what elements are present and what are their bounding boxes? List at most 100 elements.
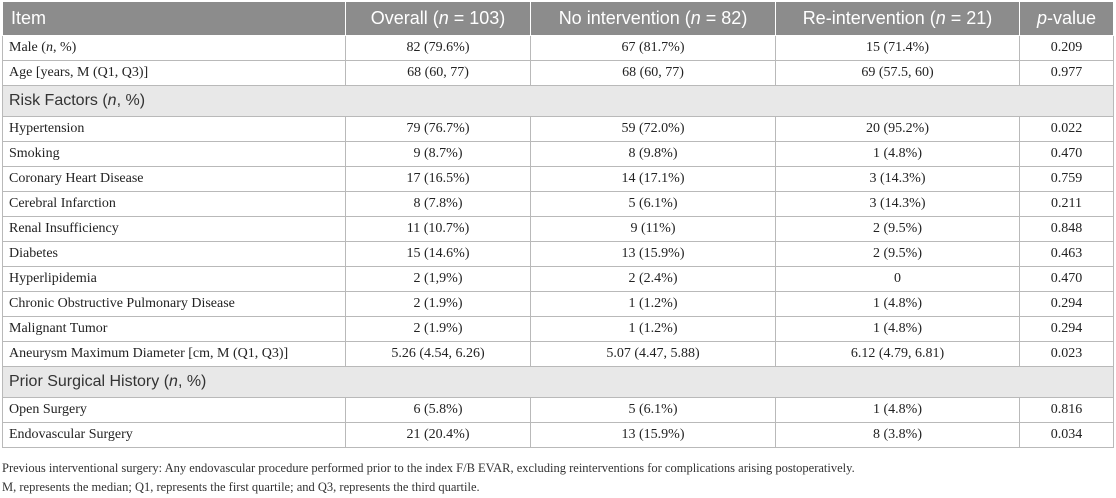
cell-p-value: 0.977: [1019, 60, 1114, 86]
cell-item: Hypertension: [2, 116, 346, 142]
cell-item: Malignant Tumor: [2, 316, 346, 342]
cell-overall: 11 (10.7%): [345, 216, 531, 242]
cell-overall: 68 (60, 77): [345, 60, 531, 86]
cell-item: Coronary Heart Disease: [2, 166, 346, 192]
cell-overall: 5.26 (4.54, 6.26): [345, 341, 531, 367]
cell-p-value: 0.816: [1019, 397, 1114, 423]
cell-p-value: 0.211: [1019, 191, 1114, 217]
table-row: Malignant Tumor 2 (1.9%) 1 (1.2%) 1 (4.8%) 0…: [2, 316, 1114, 342]
cell-re-intervention: 1 (4.8%): [775, 291, 1020, 317]
cell-no-intervention: 1 (1.2%): [530, 291, 776, 317]
cell-overall: 2 (1.9%): [345, 291, 531, 317]
cell-p-value: 0.034: [1019, 422, 1114, 448]
table-row: Smoking 9 (8.7%) 8 (9.8%) 1 (4.8%) 0.470: [2, 141, 1114, 167]
cell-item: Endovascular Surgery: [2, 422, 346, 448]
cell-p-value: 0.023: [1019, 341, 1114, 367]
cell-p-value: 0.294: [1019, 316, 1114, 342]
cell-no-intervention: 8 (9.8%): [530, 141, 776, 167]
table-footnotes: Previous interventional surgery: Any end…: [2, 459, 855, 497]
cell-no-intervention: 14 (17.1%): [530, 166, 776, 192]
section-header-row: Prior Surgical History (n, %): [2, 366, 1114, 398]
header-re-intervention: Re-intervention (n = 21): [775, 1, 1020, 36]
cell-overall: 21 (20.4%): [345, 422, 531, 448]
section-header-row: Risk Factors (n, %): [2, 85, 1114, 117]
cell-item: Diabetes: [2, 241, 346, 267]
cell-no-intervention: 1 (1.2%): [530, 316, 776, 342]
cell-item: Cerebral Infarction: [2, 191, 346, 217]
table-row: Renal Insufficiency 11 (10.7%) 9 (11%) 2 (9…: [2, 216, 1114, 242]
table-row: Aneurysm Maximum Diameter [cm, M (Q1, Q3…: [2, 341, 1114, 367]
cell-item: Renal Insufficiency: [2, 216, 346, 242]
cell-overall: 9 (8.7%): [345, 141, 531, 167]
section-label: Risk Factors (n, %): [2, 85, 1114, 117]
footnote: M, represents the median; Q1, represents…: [2, 480, 480, 494]
cell-item: Open Surgery: [2, 397, 346, 423]
cell-no-intervention: 13 (15.9%): [530, 241, 776, 267]
cell-p-value: 0.463: [1019, 241, 1114, 267]
cell-re-intervention: 3 (14.3%): [775, 191, 1020, 217]
section-label: Prior Surgical History (n, %): [2, 366, 1114, 398]
table-row: Chronic Obstructive Pulmonary Disease 2 (…: [2, 291, 1114, 317]
header-overall: Overall (n = 103): [345, 1, 531, 36]
cell-p-value: 0.759: [1019, 166, 1114, 192]
cell-re-intervention: 1 (4.8%): [775, 316, 1020, 342]
cell-re-intervention: 1 (4.8%): [775, 397, 1020, 423]
cell-overall: 82 (79.6%): [345, 35, 531, 61]
cell-re-intervention: 2 (9.5%): [775, 241, 1020, 267]
cell-re-intervention: 3 (14.3%): [775, 166, 1020, 192]
cell-no-intervention: 5.07 (4.47, 5.88): [530, 341, 776, 367]
cell-item: Age [years, M (Q1, Q3)]: [2, 60, 346, 86]
cell-re-intervention: 1 (4.8%): [775, 141, 1020, 167]
cell-no-intervention: 5 (6.1%): [530, 397, 776, 423]
cell-re-intervention: 20 (95.2%): [775, 116, 1020, 142]
cell-overall: 8 (7.8%): [345, 191, 531, 217]
header-item: Item: [2, 1, 346, 36]
header-row: Item Overall (n = 103) No intervention (…: [2, 1, 1114, 36]
table-row: Hyperlipidemia 2 (1,9%) 2 (2.4%) 0 0.470: [2, 266, 1114, 292]
cell-no-intervention: 13 (15.9%): [530, 422, 776, 448]
cell-no-intervention: 5 (6.1%): [530, 191, 776, 217]
table-row: Diabetes 15 (14.6%) 13 (15.9%) 2 (9.5%) 0.46…: [2, 241, 1114, 267]
table-header: Item Overall (n = 103) No intervention (…: [2, 1, 1114, 36]
cell-p-value: 0.848: [1019, 216, 1114, 242]
table-row: Male (n, %) 82 (79.6%) 67 (81.7%) 15 (71.4%…: [2, 35, 1114, 61]
table-row: Coronary Heart Disease 17 (16.5%) 14 (17.1…: [2, 166, 1114, 192]
cell-p-value: 0.294: [1019, 291, 1114, 317]
header-no-intervention: No intervention (n = 82): [530, 1, 776, 36]
cell-overall: 79 (76.7%): [345, 116, 531, 142]
cell-overall: 2 (1.9%): [345, 316, 531, 342]
cell-re-intervention: 2 (9.5%): [775, 216, 1020, 242]
table-row: Open Surgery 6 (5.8%) 5 (6.1%) 1 (4.8%) 0.81…: [2, 397, 1114, 423]
cell-no-intervention: 59 (72.0%): [530, 116, 776, 142]
header-p-value: p-value: [1019, 1, 1114, 36]
cell-p-value: 0.209: [1019, 35, 1114, 61]
cell-re-intervention: 8 (3.8%): [775, 422, 1020, 448]
data-table: Item Overall (n = 103) No intervention (…: [2, 1, 1114, 448]
cell-item: Male (n, %): [2, 35, 346, 61]
footnote: Previous interventional surgery: Any end…: [2, 461, 855, 475]
table-container: Item Overall (n = 103) No intervention (…: [2, 1, 1114, 448]
cell-item: Hyperlipidemia: [2, 266, 346, 292]
cell-p-value: 0.470: [1019, 266, 1114, 292]
cell-re-intervention: 0: [775, 266, 1020, 292]
cell-p-value: 0.022: [1019, 116, 1114, 142]
table-row: Hypertension 79 (76.7%) 59 (72.0%) 20 (95.2…: [2, 116, 1114, 142]
cell-no-intervention: 9 (11%): [530, 216, 776, 242]
cell-no-intervention: 2 (2.4%): [530, 266, 776, 292]
cell-no-intervention: 67 (81.7%): [530, 35, 776, 61]
cell-overall: 15 (14.6%): [345, 241, 531, 267]
cell-item: Aneurysm Maximum Diameter [cm, M (Q1, Q3…: [2, 341, 346, 367]
cell-overall: 2 (1,9%): [345, 266, 531, 292]
table-row: Age [years, M (Q1, Q3)] 68 (60, 77) 68 (60…: [2, 60, 1114, 86]
cell-overall: 6 (5.8%): [345, 397, 531, 423]
cell-overall: 17 (16.5%): [345, 166, 531, 192]
cell-item: Smoking: [2, 141, 346, 167]
cell-re-intervention: 6.12 (4.79, 6.81): [775, 341, 1020, 367]
table-row: Cerebral Infarction 8 (7.8%) 5 (6.1%) 3 (14…: [2, 191, 1114, 217]
cell-re-intervention: 15 (71.4%): [775, 35, 1020, 61]
cell-item: Chronic Obstructive Pulmonary Disease: [2, 291, 346, 317]
cell-no-intervention: 68 (60, 77): [530, 60, 776, 86]
table-body: Male (n, %) 82 (79.6%) 67 (81.7%) 15 (71.4%…: [2, 35, 1114, 448]
cell-p-value: 0.470: [1019, 141, 1114, 167]
table-row: Endovascular Surgery 21 (20.4%) 13 (15.9%)…: [2, 422, 1114, 448]
